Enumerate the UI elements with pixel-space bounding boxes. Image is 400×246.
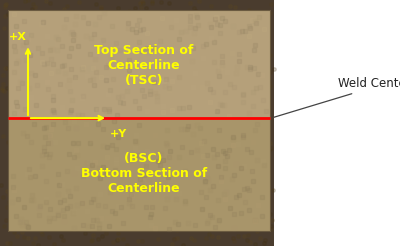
Text: Weld Centerline: Weld Centerline (274, 77, 400, 117)
Text: (BSC)
Bottom Section of
Centerline: (BSC) Bottom Section of Centerline (81, 152, 207, 195)
Text: +X: +X (9, 32, 27, 42)
Bar (8, 10, 270, 118)
Bar (0, 0, 274, 246)
Bar (8, 118, 270, 231)
Text: Top Section of
Centerline
(TSC): Top Section of Centerline (TSC) (94, 44, 194, 87)
Text: +Y: +Y (110, 129, 127, 139)
